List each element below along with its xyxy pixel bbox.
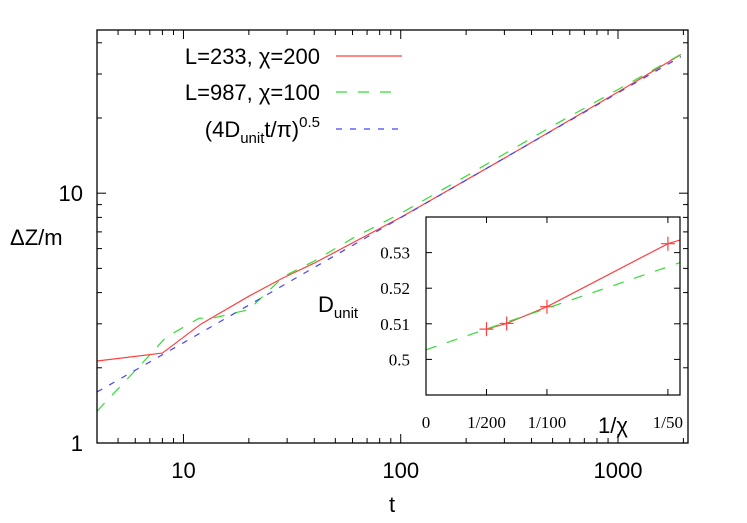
y-tick-label: 1 [71, 431, 83, 456]
inset-y-tick-label: 0.51 [380, 315, 410, 334]
legend-entry-2: (4Dunitt/π)0.5 [205, 114, 402, 147]
legend: L=233, χ=200 L=987, χ=100 (4Dunitt/π)0.5 [185, 44, 402, 147]
inset-series-line-1 [425, 262, 681, 351]
legend-entry-0: L=233, χ=200 [185, 44, 402, 69]
inset-x-tick-label: 1/100 [528, 413, 567, 432]
inset-y-label-main: D [318, 292, 334, 317]
inset-frame [425, 216, 681, 396]
inset-y-tick-label: 0.53 [380, 244, 410, 263]
inset-y-tick-label: 0.52 [380, 279, 410, 298]
inset-chart: 0 1/200 1/100 1/50 0.5 0.51 0.52 0.53 1/χ Dunit [318, 216, 683, 438]
inset-x-tick-label: 1/50 [653, 413, 683, 432]
inset-x-axis-label: 1/χ [598, 413, 628, 438]
inset-data-point [499, 316, 514, 331]
inset-x-tick-label: 0 [422, 413, 431, 432]
main-plot-frame [96, 29, 689, 444]
inset-y-label-sub: unit [334, 305, 359, 322]
legend-label: L=233, χ=200 [185, 44, 320, 69]
series-line-2 [97, 56, 682, 393]
legend-label-part: t/π) [264, 117, 299, 142]
inset-x-tick-label: 1/200 [467, 413, 506, 432]
x-tick-label: 1000 [594, 458, 643, 483]
series-line-1 [97, 53, 682, 412]
legend-label-sub: unit [240, 130, 265, 147]
inset-data-point [660, 236, 675, 251]
legend-label: L=987, χ=100 [185, 80, 320, 105]
legend-label-part: (4D [205, 117, 240, 142]
legend-label: (4Dunitt/π)0.5 [205, 114, 320, 147]
x-tick-label: 10 [171, 458, 195, 483]
inset-y-tick-label: 0.5 [389, 350, 410, 369]
x-tick-label: 100 [382, 458, 419, 483]
inset-y-axis-label: Dunit [318, 292, 359, 322]
inset-data-point [479, 322, 494, 337]
y-axis-label: ΔZ/m [10, 225, 63, 250]
x-axis-label: t [389, 492, 395, 517]
legend-label-sup: 0.5 [299, 114, 320, 131]
legend-entry-1: L=987, χ=100 [185, 80, 402, 105]
main-axis-ticks [96, 30, 688, 444]
y-tick-label: 10 [59, 181, 83, 206]
